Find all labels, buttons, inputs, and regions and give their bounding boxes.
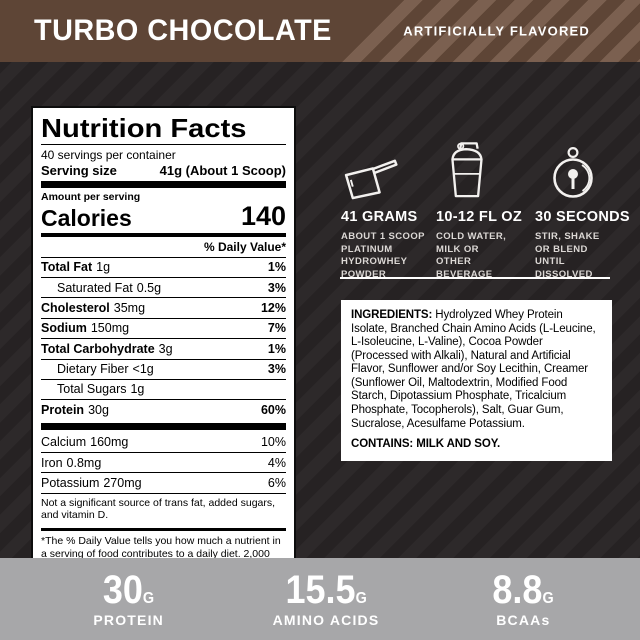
macro-stats-band: 30G PROTEIN 15.5G AMINO ACIDS 8.8G BCAAs — [0, 558, 640, 640]
stat-unit: G — [355, 590, 367, 607]
nutrient-row-total-fat: Total Fat 1g 1% — [41, 258, 286, 279]
shaker-icon — [436, 140, 535, 200]
nutrient-row-total-sugars: Total Sugars 1g — [41, 380, 286, 401]
calories-row: Calories 140 — [41, 201, 286, 232]
directions-section: 41 GRAMS ABOUT 1 SCOOP PLATINUM HYDROWHE… — [341, 140, 630, 281]
mineral-row-iron: Iron 0.8mg 4% — [41, 453, 286, 474]
daily-value-header: % Daily Value* — [41, 239, 286, 258]
serving-size-label: Serving size — [41, 163, 117, 179]
stat-protein: 30G PROTEIN — [30, 570, 227, 628]
nutrient-row-total-carbohydrate: Total Carbohydrate 3g 1% — [41, 339, 286, 360]
stat-amino-acids: 15.5G AMINO ACIDS — [227, 570, 424, 628]
white-divider-rule — [340, 277, 610, 279]
serving-size-row: Serving size 41g (About 1 Scoop) — [41, 163, 286, 178]
direction-timer: 30 SECONDS STIR, SHAKE OR BLEND UNTIL DI… — [535, 140, 630, 281]
ingredients-box: INGREDIENTS: Hydrolyzed Whey Protein Isol… — [341, 300, 612, 461]
header-bar: TURBO CHOCOLATE ARTIFICIALLY FLAVORED — [0, 0, 640, 62]
stat-unit: G — [143, 590, 155, 607]
medium-divider — [41, 232, 286, 237]
direction-shaker: 10-12 FL OZ COLD WATER, MILK OR OTHER BE… — [436, 140, 535, 281]
stat-value: 30 — [103, 568, 144, 612]
stat-value: 8.8 — [492, 568, 543, 612]
thick-divider — [41, 181, 286, 189]
stat-unit: G — [542, 590, 554, 607]
direction-heading: 30 SECONDS — [535, 209, 630, 225]
calories-label: Calories — [41, 204, 132, 231]
nutrient-row-cholesterol: Cholesterol 35mg 12% — [41, 298, 286, 319]
scoop-icon — [341, 140, 436, 200]
calories-value: 140 — [240, 201, 286, 232]
direction-heading: 41 GRAMS — [341, 209, 418, 225]
amount-per-serving-label: Amount per serving — [41, 191, 141, 204]
medium-divider — [41, 528, 286, 532]
mineral-row-calcium: Calcium 160mg 10% — [41, 433, 286, 454]
product-flavor-title: TURBO CHOCOLATE — [34, 14, 332, 47]
nutrient-row-sodium: Sodium 150mg 7% — [41, 319, 286, 340]
stat-bcaas: 8.8G BCAAs — [425, 570, 622, 628]
ingredients-label: INGREDIENTS: — [351, 309, 433, 321]
timer-icon — [535, 140, 619, 200]
artificially-flavored-note: ARTIFICIALLY FLAVORED — [403, 23, 590, 39]
direction-heading: 10-12 FL OZ — [436, 209, 523, 225]
nutrient-row-dietary-fiber: Dietary Fiber <1g 3% — [41, 360, 286, 380]
nutrient-row-protein: Protein 30g 60% — [41, 402, 286, 417]
not-significant-note: Not a significant source of trans fat, a… — [41, 496, 276, 522]
ingredients-paragraph: INGREDIENTS: Hydrolyzed Whey Protein Isol… — [351, 309, 602, 431]
nutrition-facts-title: Nutrition Facts — [41, 113, 247, 143]
thick-divider — [41, 422, 286, 430]
nutrition-facts-panel: Nutrition Facts 40 servings per containe… — [31, 106, 296, 581]
allergen-statement: CONTAINS: MILK AND SOY. — [351, 438, 501, 451]
servings-per-container: 40 servings per container — [41, 148, 176, 163]
serving-size-value: 41g (About 1 Scoop) — [159, 163, 286, 179]
stat-value: 15.5 — [285, 568, 356, 612]
nutrient-row-saturated-fat: Saturated Fat 0.5g 3% — [41, 278, 286, 299]
stat-label: AMINO ACIDS — [272, 612, 380, 628]
stat-label: PROTEIN — [93, 612, 164, 628]
ingredients-text: Hydrolyzed Whey Protein Isolate, Branche… — [351, 309, 596, 430]
mineral-row-potassium: Potassium 270mg 6% — [41, 473, 286, 494]
divider — [41, 144, 286, 146]
direction-scoop: 41 GRAMS ABOUT 1 SCOOP PLATINUM HYDROWHE… — [341, 140, 436, 281]
stat-label: BCAAs — [496, 612, 551, 628]
